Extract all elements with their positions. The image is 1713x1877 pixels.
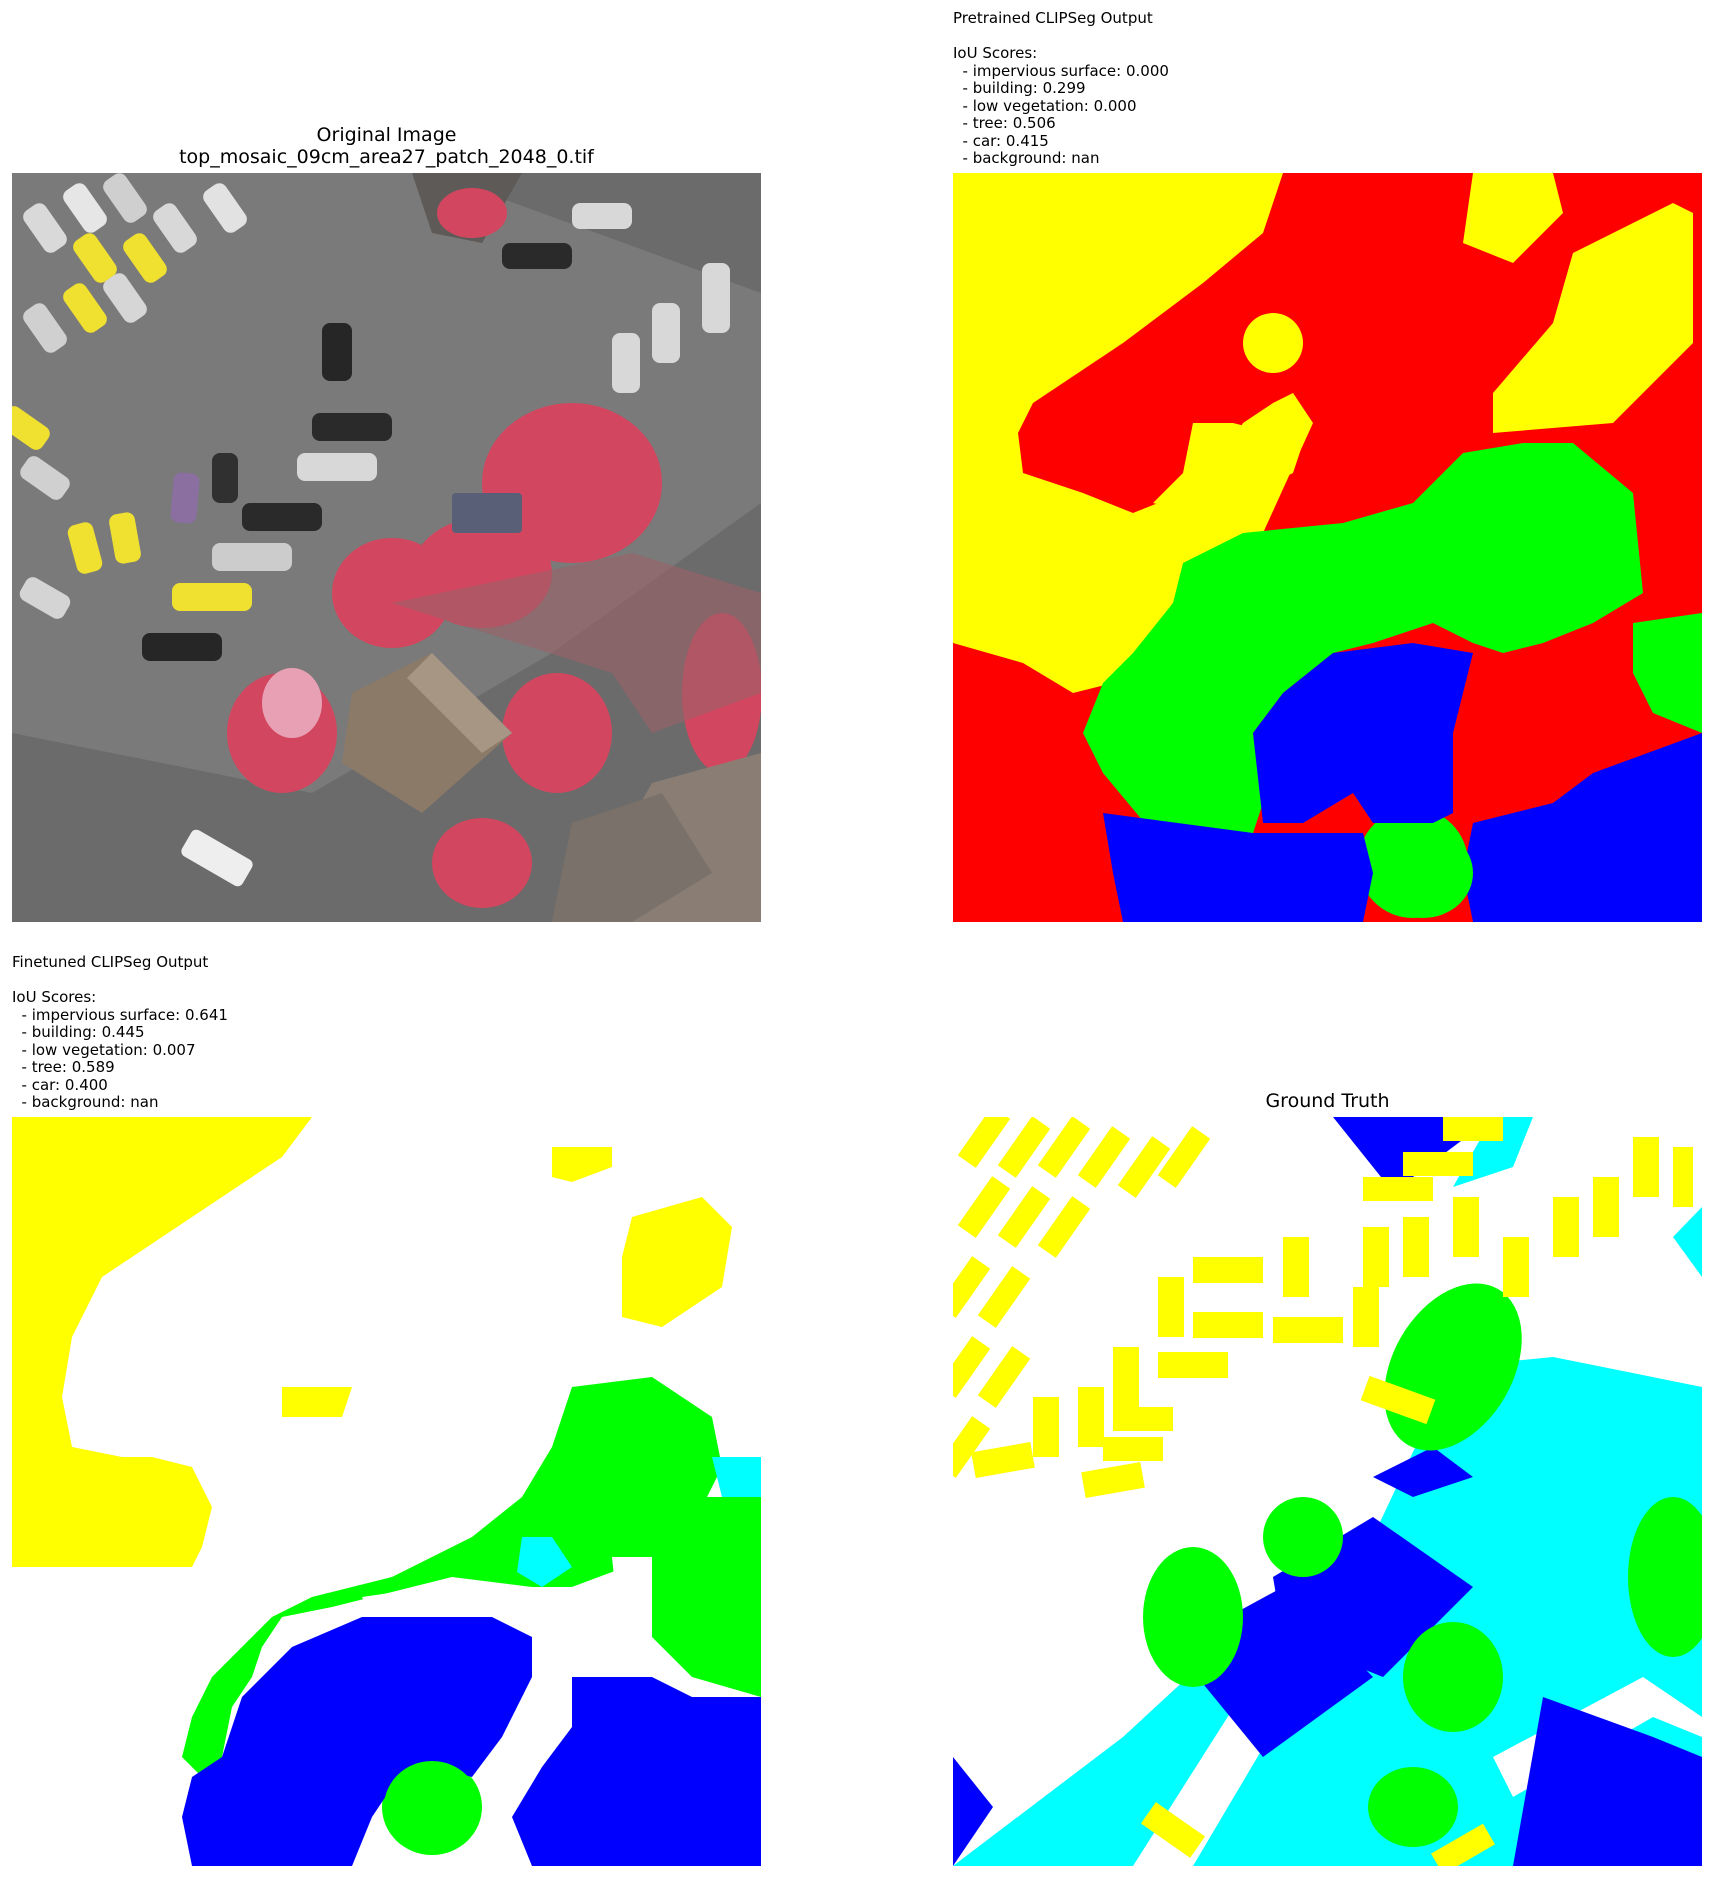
ground-truth-map bbox=[953, 1117, 1702, 1866]
pretrained-mask bbox=[953, 173, 1702, 922]
original-aerial-image bbox=[12, 173, 761, 922]
pretrained-segmentation-map bbox=[953, 173, 1702, 922]
original-image-title: Original Image top_mosaic_09cm_area27_pa… bbox=[179, 124, 594, 168]
aerial-photo-illustration bbox=[12, 173, 761, 922]
ground-truth-mask bbox=[953, 1117, 1702, 1866]
pretrained-caption: Pretrained CLIPSeg Output IoU Scores: - … bbox=[953, 9, 1169, 167]
finetuned-segmentation-map bbox=[12, 1117, 761, 1866]
finetuned-mask bbox=[12, 1117, 761, 1866]
finetuned-caption: Finetuned CLIPSeg Output IoU Scores: - i… bbox=[12, 953, 228, 1111]
ground-truth-title: Ground Truth bbox=[1265, 1090, 1390, 1112]
